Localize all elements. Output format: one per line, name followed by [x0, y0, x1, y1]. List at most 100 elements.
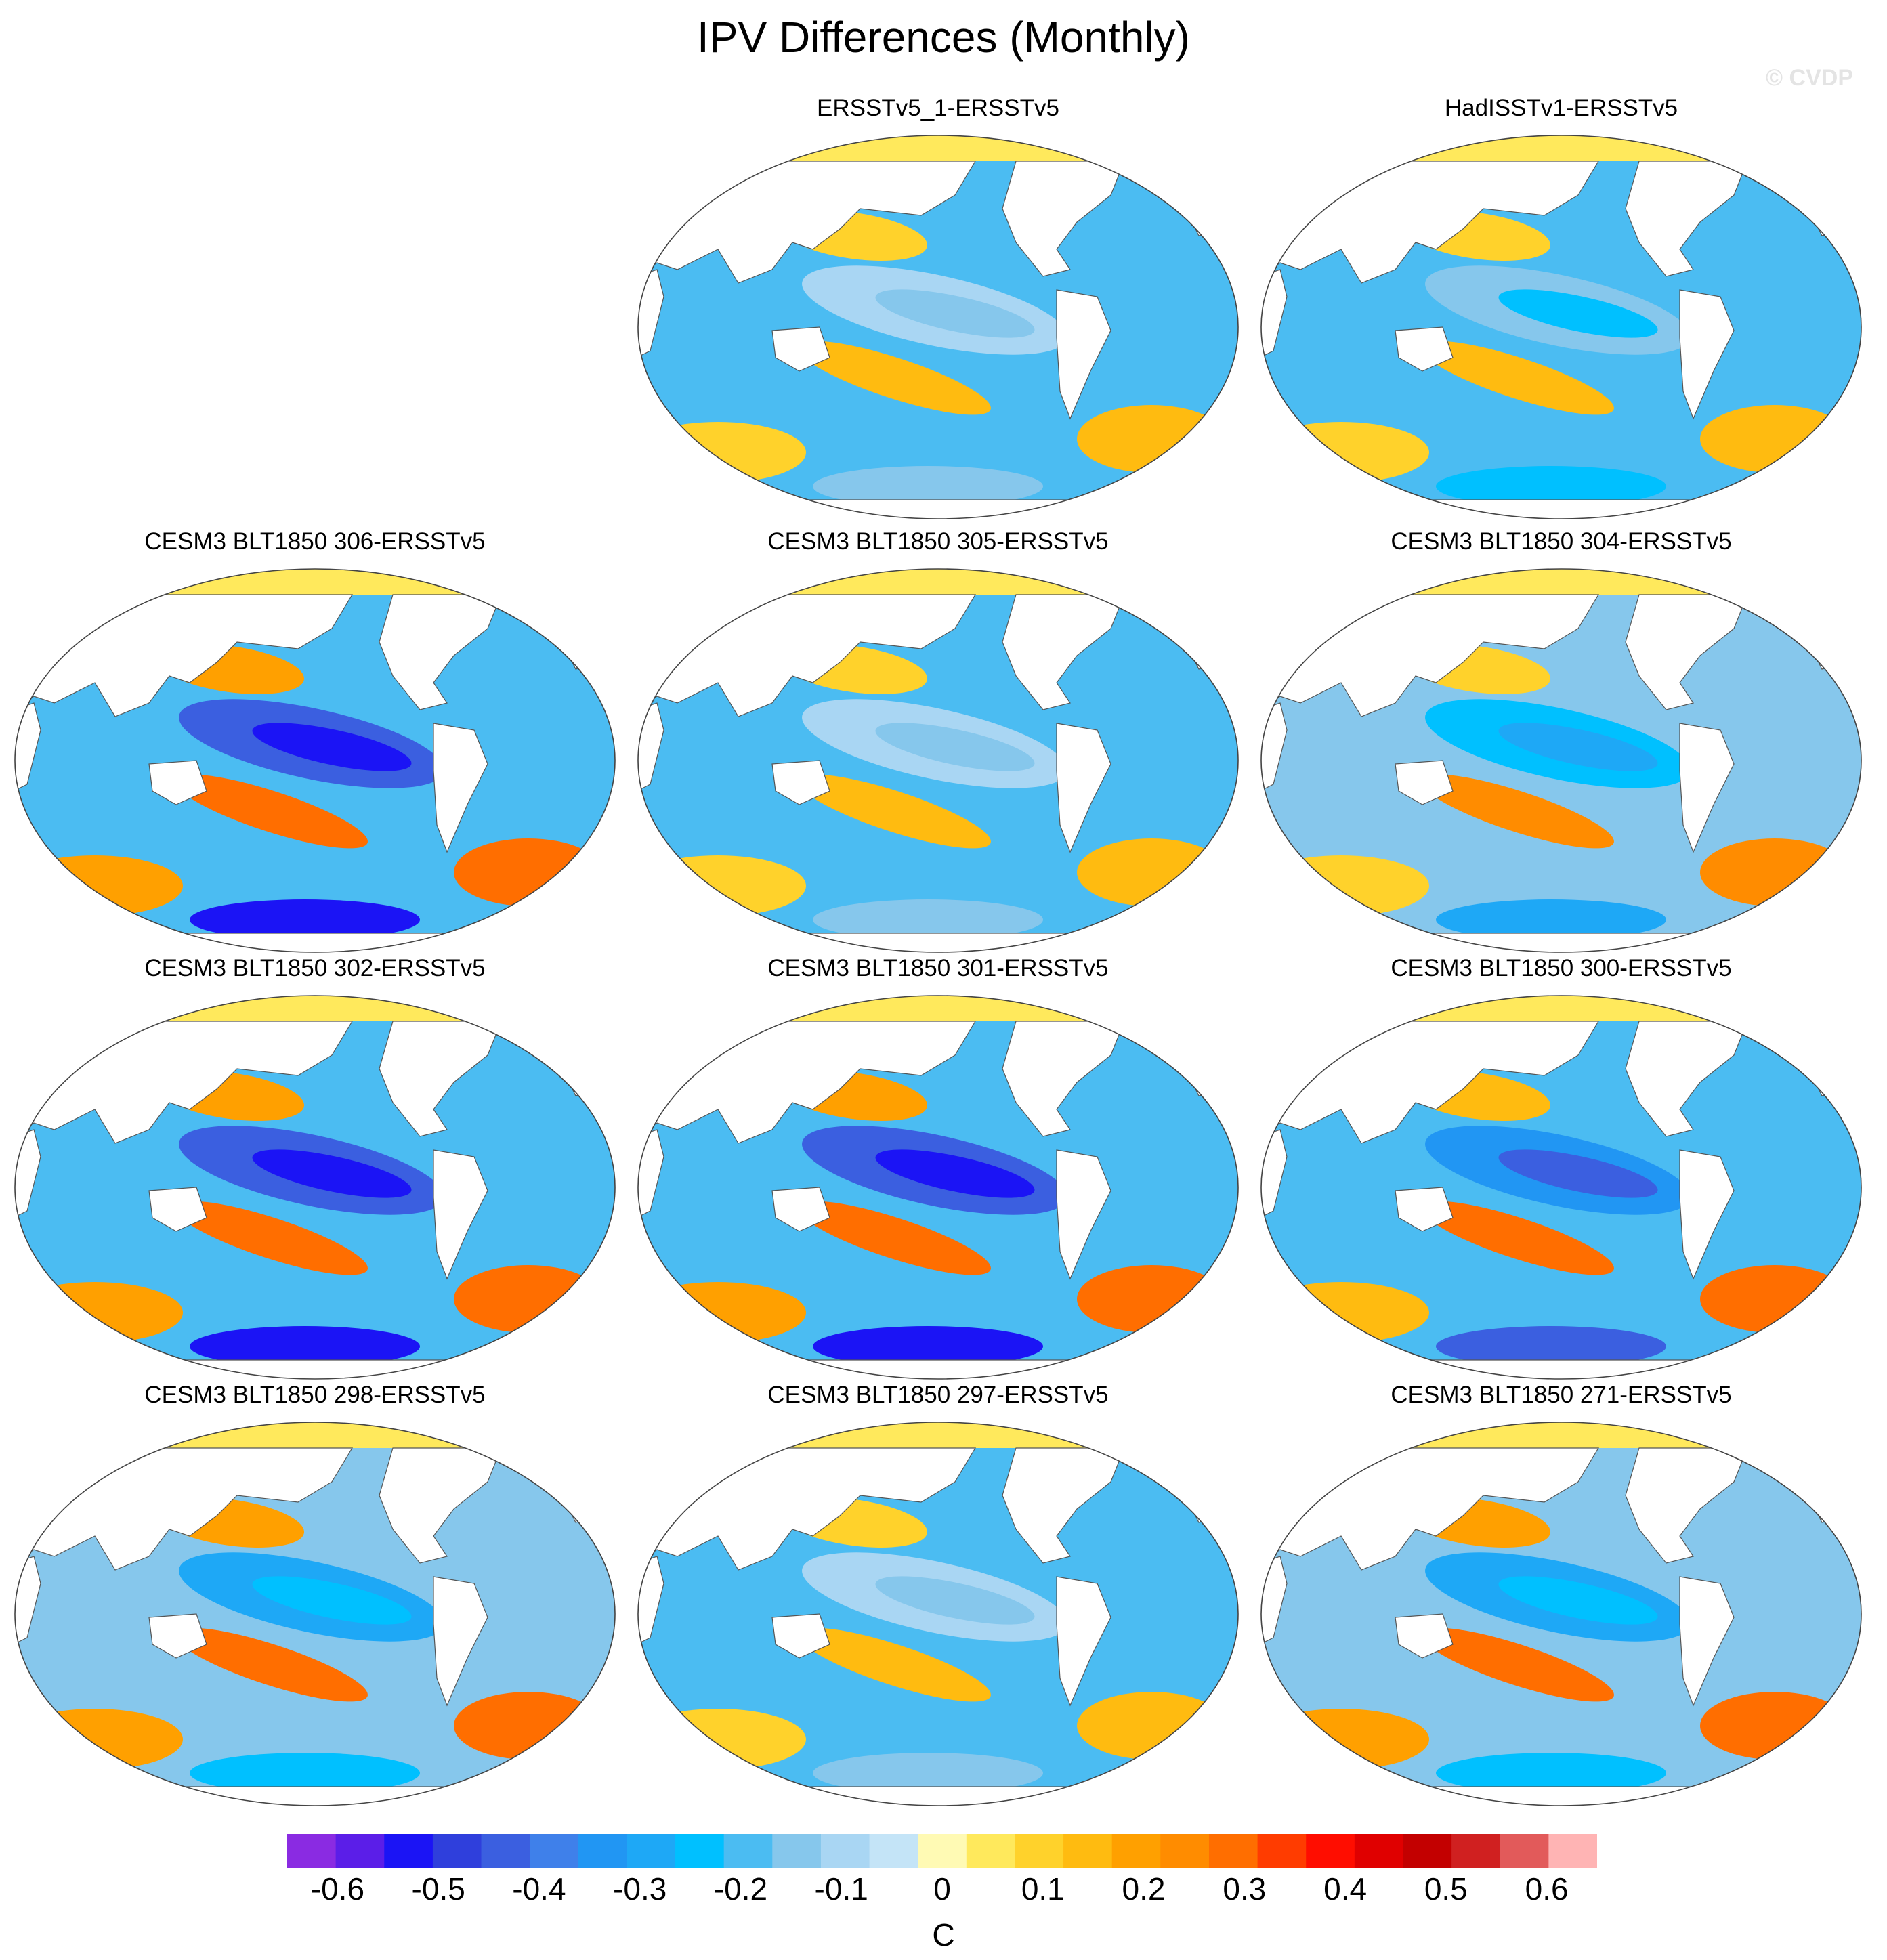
tropical-pacific-core [875, 1149, 1035, 1198]
south-america-landmass [1056, 289, 1111, 420]
colorbar-swatch [1548, 1834, 1597, 1868]
southern-pacific-anomaly [813, 1753, 1043, 1793]
panel-title: CESM3 BLT1850 301-ERSSTv5 [767, 955, 1109, 981]
antarctica-landmass [638, 933, 1238, 952]
colorbar-tick-label: 0.4 [1323, 1871, 1367, 1906]
colorbar-tick-label: -0.5 [411, 1871, 465, 1906]
arctic-band [15, 996, 615, 1021]
colorbar-swatch [1500, 1834, 1549, 1868]
south-america-landmass [1679, 1576, 1735, 1707]
arctic-band [638, 996, 1238, 1021]
south-atlantic-anomaly [1700, 405, 1849, 473]
south-pacific-band [1420, 1201, 1614, 1275]
south-america-landmass [1679, 289, 1735, 420]
tropical-pacific-core [875, 289, 1035, 338]
colorbar-swatch [723, 1834, 773, 1868]
robinson-map [14, 1422, 616, 1806]
colorbar-tick-label: 0.3 [1223, 1871, 1267, 1906]
antarctica-landmass [1261, 933, 1861, 952]
map-panel: CESM3 BLT1850 306-ERSSTv5 [7, 528, 623, 962]
map-border [1260, 995, 1862, 1380]
colorbar-tick-label: 0.2 [1122, 1871, 1166, 1906]
panel-title: CESM3 BLT1850 298-ERSSTv5 [144, 1382, 486, 1408]
south-pacific-band [1420, 341, 1614, 415]
south-pacific-band [797, 1201, 991, 1275]
colorbar-swatch [530, 1834, 579, 1868]
panel-title: CESM3 BLT1850 300-ERSSTv5 [1391, 955, 1732, 981]
antarctica-landmass [638, 1359, 1238, 1379]
robinson-map [1260, 1422, 1862, 1806]
south-america-landmass [1056, 1149, 1111, 1280]
figure-title: IPV Differences (Monthly) [697, 13, 1190, 62]
north-america-landmass [379, 1447, 502, 1564]
colorbar-swatch [384, 1834, 433, 1868]
australia-landmass [771, 1187, 830, 1232]
colorbar-swatch [1160, 1834, 1210, 1868]
robinson-map [637, 568, 1239, 953]
map-panel: CESM3 BLT1850 305-ERSSTv5 [630, 528, 1246, 962]
colorbar-swatch [1111, 1834, 1161, 1868]
australia-landmass [771, 1613, 830, 1659]
colorbar-swatch [675, 1834, 725, 1868]
south-america-landmass [433, 723, 488, 853]
colorbar-swatch [1015, 1834, 1064, 1868]
north-america-landmass [1002, 161, 1125, 277]
colorbar-tick-label: -0.3 [613, 1871, 667, 1906]
colorbar-tick-label: -0.1 [814, 1871, 868, 1906]
colorbar-tick-label: -0.6 [310, 1871, 365, 1906]
colorbar-swatch [772, 1834, 822, 1868]
map-panel: CESM3 BLT1850 271-ERSSTv5 [1253, 1382, 1869, 1815]
southern-pacific-anomaly [1436, 899, 1666, 940]
colorbar-swatch [1451, 1834, 1501, 1868]
north-america-landmass [1002, 1447, 1125, 1564]
robinson-map [14, 995, 616, 1380]
tropical-pacific-core [1498, 289, 1658, 338]
southern-ocean-anomaly [638, 855, 806, 916]
colorbar-swatch [432, 1834, 482, 1868]
antarctica-landmass [1261, 1359, 1861, 1379]
south-atlantic-anomaly [1077, 838, 1226, 906]
antarctica-landmass [638, 1786, 1238, 1806]
colorbar-tick-label: 0 [933, 1871, 951, 1906]
robinson-map [637, 1422, 1239, 1806]
antarctica-landmass [1261, 1786, 1861, 1806]
arctic-band [638, 569, 1238, 595]
arctic-band [638, 135, 1238, 161]
map-panel: ERSSTv5_1-ERSSTv5 [630, 95, 1246, 528]
colorbar-swatch [627, 1834, 676, 1868]
south-america-landmass [1056, 723, 1111, 853]
arctic-band [15, 569, 615, 595]
antarctica-landmass [15, 1786, 615, 1806]
colorbar-tick-label: 0.1 [1021, 1871, 1065, 1906]
arctic-band [15, 1422, 615, 1448]
panel-title: CESM3 BLT1850 271-ERSSTv5 [1391, 1382, 1732, 1408]
southern-ocean-anomaly [1261, 1282, 1429, 1343]
tropical-pacific-core [252, 723, 412, 771]
north-america-landmass [1625, 1447, 1748, 1564]
colorbar-swatch [1063, 1834, 1113, 1868]
panel-title: CESM3 BLT1850 305-ERSSTv5 [767, 528, 1109, 555]
southern-ocean-anomaly [15, 1709, 183, 1770]
colorbar-swatch [1257, 1834, 1307, 1868]
south-pacific-band [1420, 1627, 1614, 1702]
colorbar-swatch [869, 1834, 918, 1868]
south-atlantic-anomaly [1077, 1692, 1226, 1760]
australia-landmass [1395, 326, 1454, 372]
map-panel: CESM3 BLT1850 300-ERSSTv5 [1253, 955, 1869, 1388]
north-america-landmass [379, 594, 502, 710]
southern-pacific-anomaly [190, 1326, 420, 1367]
colorbar-tick-label: -0.4 [512, 1871, 566, 1906]
south-atlantic-anomaly [1700, 1265, 1849, 1333]
southern-ocean-anomaly [15, 855, 183, 916]
panel-title: HadISSTv1-ERSSTv5 [1444, 95, 1678, 121]
south-pacific-band [174, 1201, 368, 1275]
south-atlantic-anomaly [454, 1692, 603, 1760]
robinson-map [1260, 568, 1862, 953]
southern-pacific-anomaly [813, 899, 1043, 940]
southern-pacific-anomaly [1436, 1326, 1666, 1367]
southern-pacific-anomaly [813, 466, 1043, 507]
arctic-band [638, 1422, 1238, 1448]
panel-title: CESM3 BLT1850 306-ERSSTv5 [144, 528, 486, 555]
antarctica-landmass [15, 1359, 615, 1379]
south-atlantic-anomaly [1700, 838, 1849, 906]
